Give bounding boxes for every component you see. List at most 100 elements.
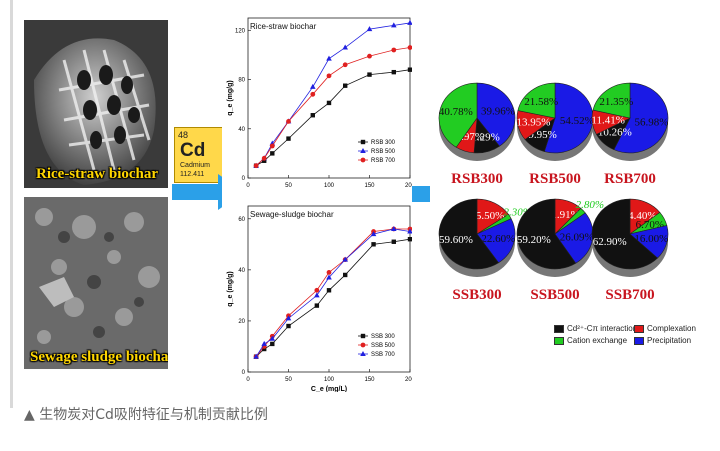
data-point [391,239,396,244]
legend-marker [360,333,366,339]
chart-title: Sewage-sludge biochar [250,210,334,219]
data-point [286,136,291,141]
data-point [314,287,320,293]
slice-label: 22.60% [481,233,515,245]
data-point [269,335,276,341]
series-line [255,238,411,357]
data-point [310,91,316,97]
data-point [391,225,397,231]
series-line [255,22,411,166]
series-rsb-700 [253,45,412,169]
pie-rsb500: 54.52%9.95%13.95%21.58%RSB500 [517,82,594,187]
data-point [326,288,332,293]
legend-marker [360,157,366,163]
legend-item-cpi: Cd²⁺-Cπ interaction [554,324,637,333]
legend-item-precipitation: Precipitation [634,336,691,345]
slice-label: 21.58% [524,96,558,108]
legend-label: RSB 300 [371,140,396,146]
x-tick-label: 150 [364,183,375,189]
data-point [370,231,377,237]
legend-label: RSB 500 [371,149,396,155]
data-point [253,163,259,169]
slice-label: 16.00% [634,233,668,245]
x-tick-label: 50 [285,377,292,383]
rice-straw-texture [24,20,168,188]
data-point [262,158,267,163]
pie-title: RSB300 [451,171,503,187]
series-line [255,47,411,166]
legend-marker [360,342,366,348]
legend-label: SSB 500 [371,343,395,349]
slice-label: 62.90% [593,236,627,248]
y-tick-label: 20 [238,319,245,325]
data-point [391,47,397,53]
legend-item-complexation: Complexation [634,324,696,333]
legend-marker [360,148,366,153]
sewage-sludge-sem-image: Sewage sludge biochar [24,197,168,369]
x-tick-label: 200 [405,183,412,189]
slice-label: 40.78% [439,106,473,118]
data-point [366,26,373,32]
data-point [407,45,412,50]
y-tick-label: 60 [238,217,245,223]
pie-ssb700: 14.40%6.70%16.00%62.90%SSB700 [591,198,669,303]
data-point [270,151,275,156]
pie-title: RSB500 [529,171,581,187]
slice-label: 59.60% [439,234,473,246]
legend-label: SSB 300 [371,334,395,340]
data-point [326,100,332,106]
pie-ssb300: 15.50% 2.30%22.60%59.60%SSB300 [438,198,532,303]
rice-straw-sem-image: Rice-straw biochar [24,20,168,188]
data-point [407,237,412,242]
slice-label: 21.35% [599,96,633,108]
data-point [326,270,332,275]
x-tick-label: 0 [246,377,250,383]
data-point [253,353,259,359]
data-point [326,55,332,61]
data-point [326,274,332,280]
rice-straw-label: Rice-straw biochar [36,166,159,182]
data-point [407,19,412,25]
legend-swatch-precipitation [634,336,644,345]
slice-label: 11.41% [591,115,625,127]
pie-slice-cpi [591,198,658,270]
slice-label: 15.50% [470,210,504,222]
slice-label: 2.80% [576,199,604,211]
x-axis-label: C_e (mg/L) [311,386,347,392]
legend-marker [360,351,366,356]
slice-label: 39.96% [481,106,515,118]
data-point [261,155,267,161]
slice-label: 26.09% [560,231,594,243]
data-point [310,83,316,89]
pie-title: SSB700 [605,287,654,303]
pie-title: SSB500 [530,287,579,303]
pie-slice-cpi [438,198,499,270]
data-point [270,341,275,347]
sewage-sludge-texture [24,197,168,369]
legend-label-precipitation: Precipitation [647,336,692,345]
data-point [367,53,372,59]
x-tick-label: 150 [364,377,375,383]
element-symbol: Cd [180,140,206,161]
data-point [371,242,376,247]
slice-label: 54.52% [560,115,594,127]
sewage-sludge-isotherm-chart: Sewage-sludge biochar 0 50 100 150 200 0 20 40 60… [222,200,412,392]
rice-straw-isotherm-chart: Rice-straw biochar 0 50 100 150 200 0 40 80 120 q_… [222,12,412,202]
x-tick-label: 50 [285,183,292,189]
mechanism-pie-charts: 39.96%11.29%7.97%40.78%RSB30054.52%9.95%… [430,78,720,318]
y-tick-label: 40 [238,268,245,274]
chart-title: Rice-straw biochar [250,22,317,31]
data-point [269,143,275,149]
atomic-number: 48 [178,130,189,140]
legend-label-complexation: Complexation [647,324,696,333]
data-point [343,83,348,88]
element-name: Cadmium [180,162,210,169]
left-divider [10,0,13,408]
x-tick-label: 100 [324,377,335,383]
data-point [391,69,396,75]
y-axis-label: q_e (mg/g) [227,271,234,306]
series-line [255,69,411,167]
data-point [367,72,372,77]
y-axis-label: q_e (mg/g) [227,80,234,115]
slice-label: 59.20% [517,234,551,246]
